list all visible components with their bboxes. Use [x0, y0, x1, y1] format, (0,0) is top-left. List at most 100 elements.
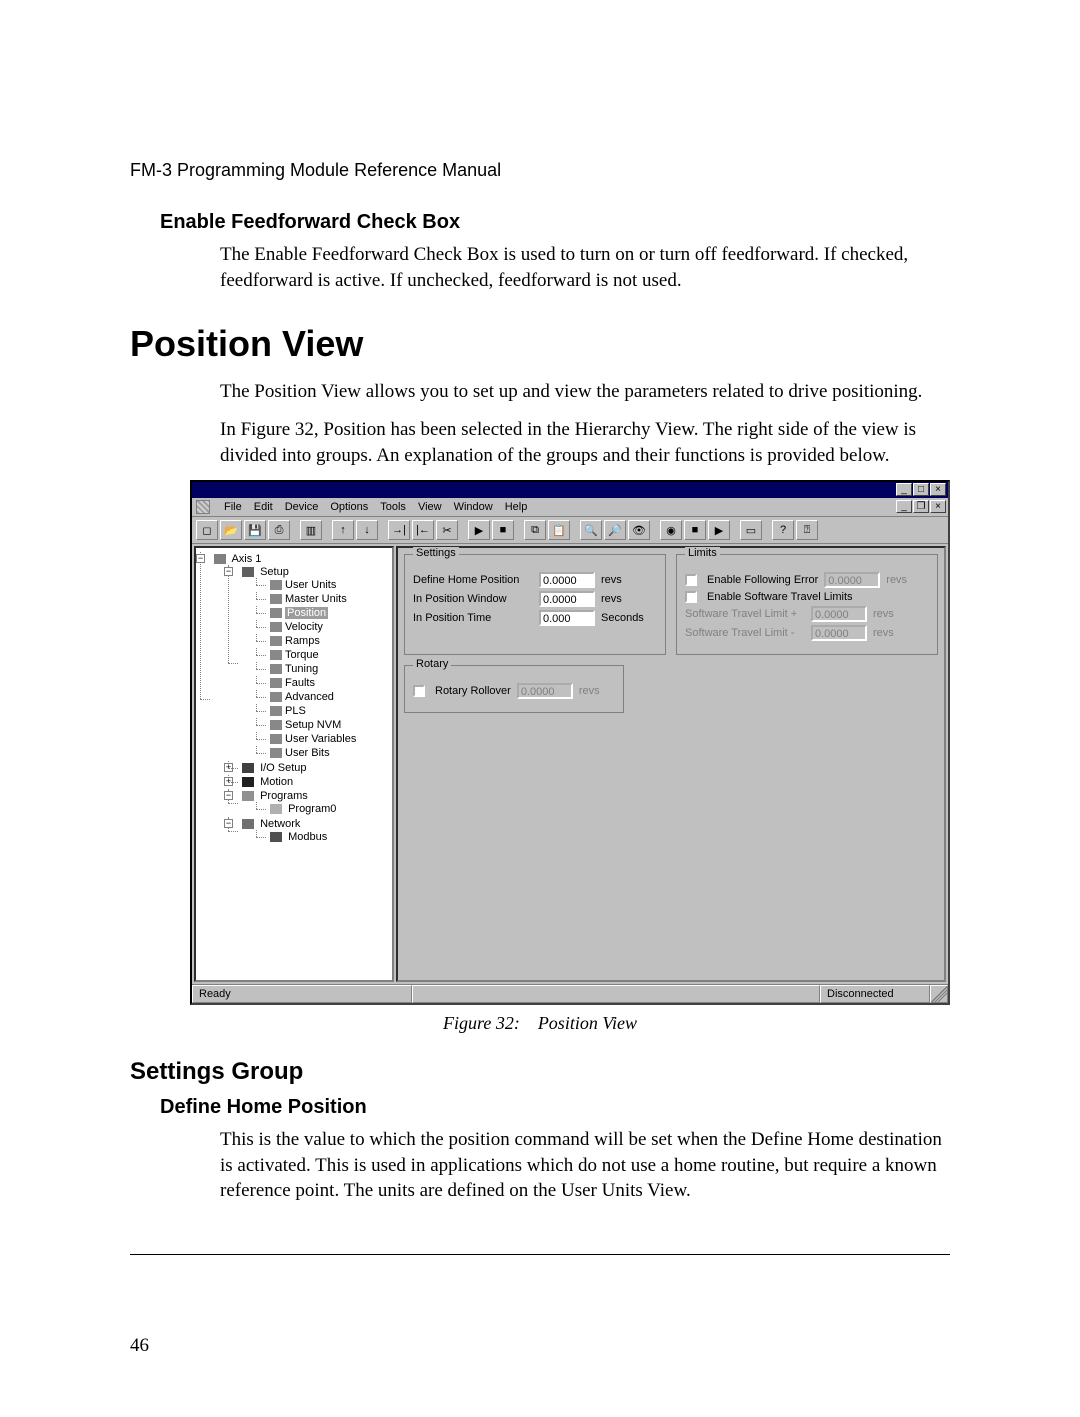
- cut-icon[interactable]: ✂: [436, 520, 458, 540]
- new-icon[interactable]: ◻: [196, 520, 218, 540]
- download-icon[interactable]: ↓: [356, 520, 378, 540]
- axis-icon: [214, 554, 226, 564]
- mdi-close-button[interactable]: ×: [930, 500, 946, 513]
- modbus-icon: [270, 832, 282, 842]
- tree-motion[interactable]: Motion: [260, 776, 293, 788]
- figure-caption: Figure 32: Position View: [130, 1013, 950, 1034]
- menu-view[interactable]: View: [418, 501, 442, 513]
- status-connection: Disconnected: [820, 985, 930, 1003]
- heading-settings-group: Settings Group: [130, 1058, 950, 1086]
- zoom-out-icon[interactable]: 🔎: [604, 520, 626, 540]
- app-icon: [196, 500, 210, 514]
- tree-item[interactable]: PLS: [285, 705, 306, 717]
- motion-icon: [242, 777, 254, 787]
- collapse-icon[interactable]: −: [196, 554, 205, 563]
- heading-feedforward: Enable Feedforward Check Box: [160, 211, 950, 234]
- tree-item-icon: [270, 692, 282, 702]
- mdi-minimize-button[interactable]: _: [896, 500, 912, 513]
- disconnect-icon[interactable]: |←: [412, 520, 434, 540]
- run-icon[interactable]: ▶: [468, 520, 490, 540]
- tree-item[interactable]: Setup NVM: [285, 719, 341, 731]
- menu-file[interactable]: File: [224, 501, 242, 513]
- minimize-button[interactable]: _: [896, 483, 912, 496]
- tree-item-icon: [270, 678, 282, 688]
- toolbar: ◻📂💾⎙▥↑↓→||←✂▶■⧉📋🔍🔎👁◉■▶▭?⍰: [192, 517, 948, 544]
- tree-item[interactable]: User Units: [285, 579, 336, 591]
- settings-field[interactable]: 0.0000: [539, 591, 595, 607]
- tree-axis[interactable]: Axis 1: [231, 553, 261, 565]
- limit-plus-field: 0.0000: [811, 606, 867, 622]
- menu-device[interactable]: Device: [285, 501, 319, 513]
- play-icon[interactable]: ▶: [708, 520, 730, 540]
- tree-item-icon: [270, 636, 282, 646]
- copy-icon[interactable]: ⧉: [524, 520, 546, 540]
- close-button[interactable]: ×: [930, 483, 946, 496]
- rotary-legend: Rotary: [413, 658, 451, 670]
- tree-item-icon: [270, 622, 282, 632]
- tree-item-icon: [270, 664, 282, 674]
- rotary-rollover-checkbox[interactable]: [413, 685, 425, 697]
- expand-icon[interactable]: +: [224, 777, 233, 786]
- limit-minus-field: 0.0000: [811, 625, 867, 641]
- tree-item[interactable]: Velocity: [285, 621, 323, 633]
- tree-io[interactable]: I/O Setup: [260, 762, 306, 774]
- settings-label: Define Home Position: [413, 574, 533, 586]
- save-icon[interactable]: 💾: [244, 520, 266, 540]
- config-icon[interactable]: ▥: [300, 520, 322, 540]
- mdi-restore-button[interactable]: ❐: [913, 500, 929, 513]
- setup-icon: [242, 567, 254, 577]
- tree-network[interactable]: Network: [260, 818, 300, 830]
- tree-item[interactable]: Faults: [285, 677, 315, 689]
- status-ready: Ready: [192, 985, 412, 1003]
- tree-item-icon: [270, 734, 282, 744]
- open-icon[interactable]: 📂: [220, 520, 242, 540]
- contexthelp-icon[interactable]: ⍰: [796, 520, 818, 540]
- watch-icon[interactable]: 👁: [628, 520, 650, 540]
- menu-options[interactable]: Options: [330, 501, 368, 513]
- tree-item[interactable]: Master Units: [285, 593, 347, 605]
- stop2-icon[interactable]: ■: [492, 520, 514, 540]
- tree-item[interactable]: Position: [285, 607, 328, 619]
- tree-program0[interactable]: Program0: [288, 803, 336, 815]
- upload-icon[interactable]: ↑: [332, 520, 354, 540]
- paste-icon[interactable]: 📋: [548, 520, 570, 540]
- print-icon[interactable]: ⎙: [268, 520, 290, 540]
- para-define-home: This is the value to which the position …: [220, 1127, 950, 1204]
- menu-edit[interactable]: Edit: [254, 501, 273, 513]
- enable-following-error-checkbox[interactable]: [685, 574, 697, 586]
- collapse-icon[interactable]: −: [224, 819, 233, 828]
- settings-field[interactable]: 0.000: [539, 610, 595, 626]
- tree-item[interactable]: User Variables: [285, 733, 356, 745]
- resize-grip[interactable]: [930, 985, 948, 1003]
- tree-item-icon: [270, 706, 282, 716]
- tree-item[interactable]: User Bits: [285, 747, 330, 759]
- help-icon[interactable]: ?: [772, 520, 794, 540]
- tree-item[interactable]: Tuning: [285, 663, 318, 675]
- tree-modbus[interactable]: Modbus: [288, 831, 327, 843]
- tree-setup[interactable]: Setup: [260, 566, 289, 578]
- menu-window[interactable]: Window: [454, 501, 493, 513]
- expand-icon[interactable]: +: [224, 763, 233, 772]
- following-error-unit: revs: [886, 574, 907, 586]
- tree-programs[interactable]: Programs: [260, 790, 308, 802]
- programs-icon: [242, 791, 254, 801]
- window-icon[interactable]: ▭: [740, 520, 762, 540]
- zoom-in-icon[interactable]: 🔍: [580, 520, 602, 540]
- enable-soft-limits-checkbox[interactable]: [685, 591, 697, 603]
- collapse-icon[interactable]: −: [224, 791, 233, 800]
- tree-item[interactable]: Torque: [285, 649, 319, 661]
- collapse-icon[interactable]: −: [224, 567, 233, 576]
- enable-following-error-label: Enable Following Error: [707, 574, 818, 586]
- maximize-button[interactable]: □: [913, 483, 929, 496]
- limit-plus-unit: revs: [873, 608, 894, 620]
- lamp-icon[interactable]: ◉: [660, 520, 682, 540]
- tree-item[interactable]: Ramps: [285, 635, 320, 647]
- tree-item[interactable]: Advanced: [285, 691, 334, 703]
- connect-icon[interactable]: →|: [388, 520, 410, 540]
- menu-help[interactable]: Help: [505, 501, 528, 513]
- hierarchy-tree[interactable]: − Axis 1 − Setup User Units Master Units P…: [194, 546, 394, 982]
- settings-field[interactable]: 0.0000: [539, 572, 595, 588]
- network-icon: [242, 819, 254, 829]
- stop-icon[interactable]: ■: [684, 520, 706, 540]
- menu-tools[interactable]: Tools: [380, 501, 406, 513]
